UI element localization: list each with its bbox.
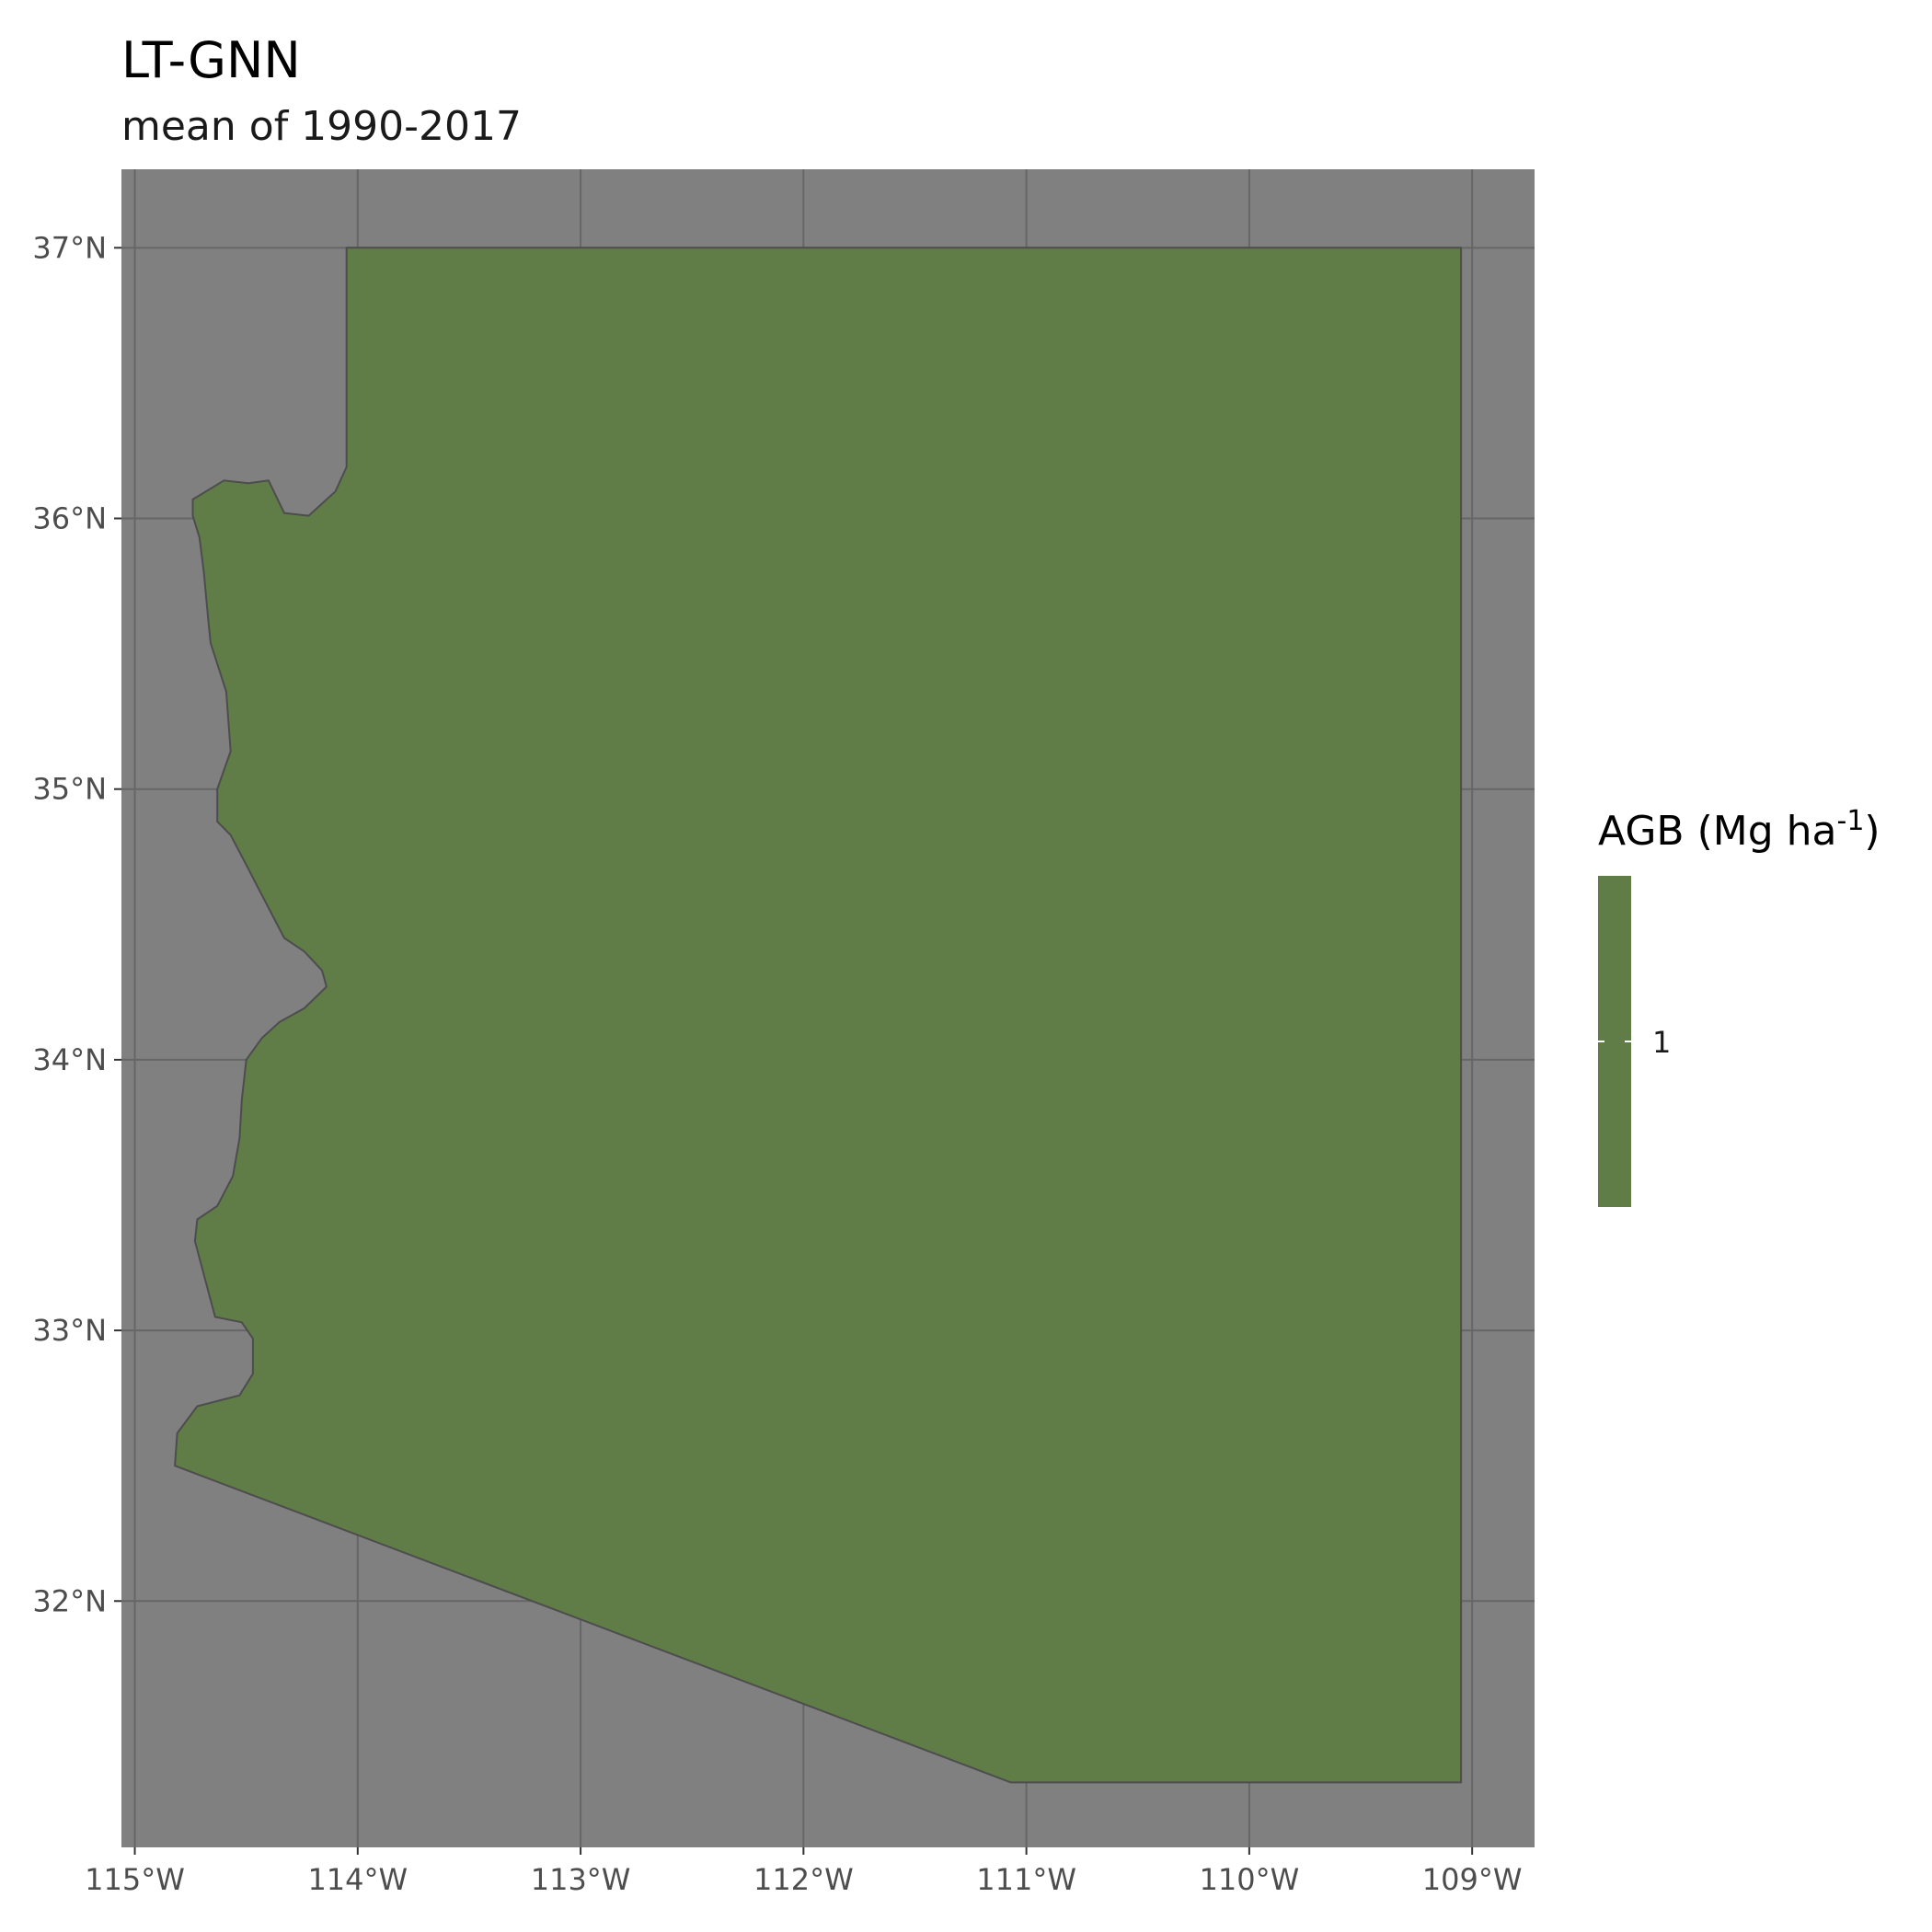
y-axis-ticks: 32°N 33°N 34°N 35°N 36°N 37°N	[32, 230, 121, 1618]
x-tick-label-0: 115°W	[85, 1862, 185, 1897]
x-tick-label-5: 110°W	[1200, 1862, 1300, 1897]
legend: AGB (Mg ha-1) 1	[1598, 805, 1880, 1207]
legend-title-end: )	[1864, 808, 1880, 855]
legend-label-1: 1	[1652, 1025, 1671, 1060]
arizona-state-shape	[174, 247, 1463, 1784]
x-axis-ticks: 115°W 114°W 113°W 112°W 111°W 110°W 109°W	[85, 1847, 1523, 1897]
y-tick-label-3: 35°N	[32, 772, 107, 807]
legend-title-main: AGB (Mg ha	[1598, 808, 1837, 855]
x-tick-label-6: 109°W	[1422, 1862, 1523, 1897]
map-title: LT-GNN	[121, 31, 301, 89]
map-panel	[121, 169, 1535, 1847]
x-tick-label-2: 113°W	[531, 1862, 631, 1897]
y-tick-label-0: 32°N	[32, 1583, 107, 1618]
y-tick-label-4: 36°N	[32, 501, 107, 536]
y-tick-label-1: 33°N	[32, 1313, 107, 1348]
y-tick-label-5: 37°N	[32, 230, 107, 265]
x-tick-label-4: 111°W	[976, 1862, 1076, 1897]
map-subtitle: mean of 1990-2017	[121, 103, 522, 150]
y-tick-label-2: 34°N	[32, 1042, 107, 1077]
legend-title: AGB (Mg ha-1)	[1598, 805, 1880, 855]
x-tick-label-1: 114°W	[307, 1862, 408, 1897]
x-tick-label-3: 112°W	[753, 1862, 854, 1897]
legend-title-sup: -1	[1837, 805, 1865, 837]
